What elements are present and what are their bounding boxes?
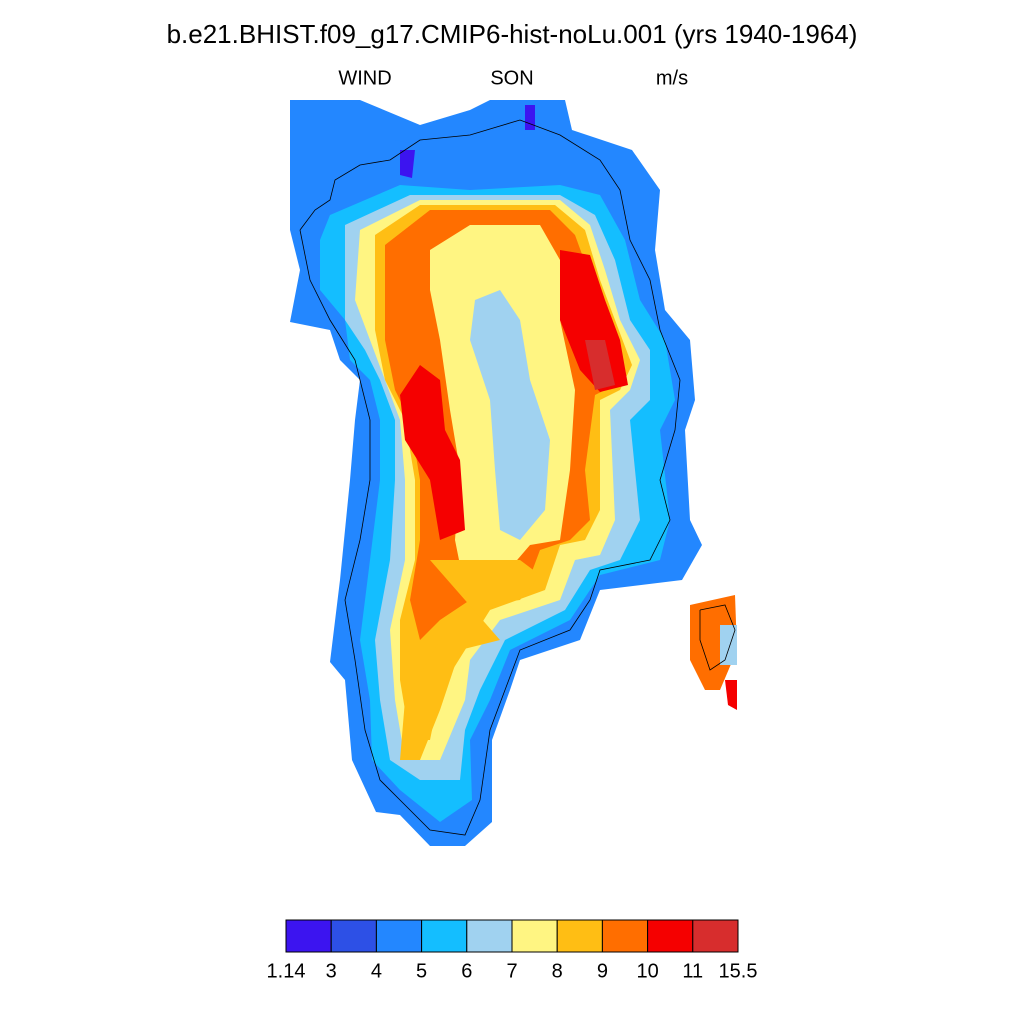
colorbar-label: 15.5 — [719, 960, 758, 982]
coastline — [299, 119, 736, 836]
colorbar-label: 9 — [597, 960, 608, 982]
title: b.e21.BHIST.f09_g17.CMIP6-hist-noLu.001 … — [167, 19, 858, 49]
colorbar-label: 4 — [371, 960, 382, 982]
colorbar-label: 1.14 — [267, 960, 306, 982]
region — [560, 250, 628, 392]
region — [585, 340, 615, 390]
colorbar-label: 3 — [326, 960, 337, 982]
colorbar-box — [692, 919, 739, 953]
colorbar-box — [375, 919, 423, 953]
season-label: SON — [490, 67, 533, 89]
colorbar: 1.14 3 4 5 6 7 8 9 10 11 15.5 — [267, 919, 758, 982]
colorbar-label: 11 — [682, 960, 703, 982]
colorbar-label: 8 — [552, 960, 563, 982]
colorbar-box — [556, 919, 603, 953]
colorbar-box — [421, 919, 468, 953]
colorbar-label: 5 — [416, 960, 427, 982]
variable-label: WIND — [338, 67, 391, 89]
region — [720, 625, 737, 665]
units-label: m/s — [656, 67, 688, 89]
region — [725, 680, 737, 710]
colorbar-box — [601, 919, 649, 953]
region — [400, 560, 540, 760]
colorbar-label: 10 — [636, 960, 658, 982]
map — [290, 100, 737, 846]
colorbar-box — [330, 919, 377, 953]
region — [400, 150, 415, 178]
colorbar-box — [466, 919, 513, 953]
region — [690, 595, 737, 690]
colorbar-box — [285, 919, 332, 953]
colorbar-label: 7 — [506, 960, 517, 982]
region — [525, 105, 535, 130]
colorbar-box — [647, 919, 694, 953]
region — [470, 290, 550, 540]
colorbar-label: 6 — [461, 960, 472, 982]
colorbar-box — [511, 919, 558, 953]
region — [400, 365, 465, 540]
